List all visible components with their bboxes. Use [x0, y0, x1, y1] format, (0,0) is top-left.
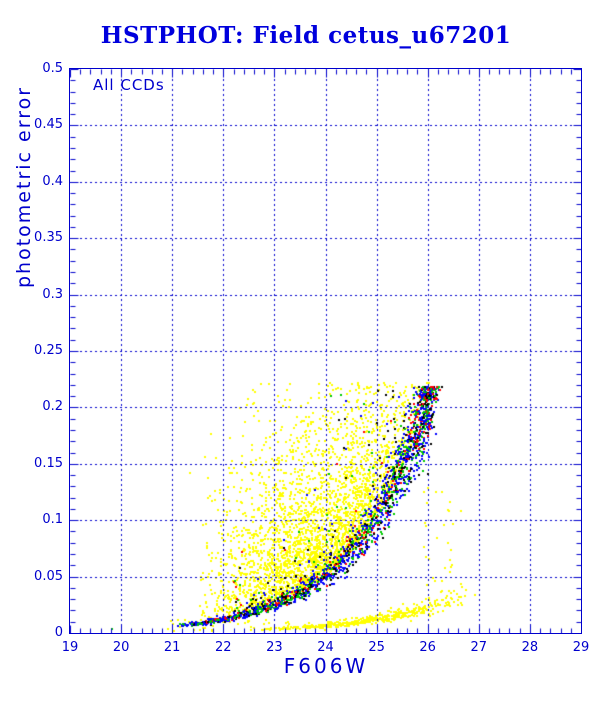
plot-frame	[69, 68, 582, 634]
x-tick-label: 21	[163, 640, 181, 655]
y-tick-label: 0.25	[34, 343, 63, 358]
y-tick-label: 0.2	[42, 399, 63, 415]
y-tick-label: 0.5	[42, 61, 63, 76]
x-tick-label: 29	[572, 640, 590, 655]
x-tick-label: 26	[419, 640, 436, 655]
y-tick-label: 0.45	[34, 117, 63, 133]
y-tick-label: 0.15	[34, 455, 63, 471]
x-tick-label: 25	[368, 640, 385, 655]
x-tick-label: 22	[215, 640, 232, 655]
x-tick-label: 27	[470, 640, 488, 655]
y-tick-label: 0.35	[34, 230, 63, 246]
y-tick-label: 0	[54, 625, 63, 640]
x-tick-label: 24	[317, 640, 334, 655]
x-tick-label: 28	[521, 640, 539, 655]
y-tick-label: 0.3	[42, 286, 63, 302]
x-tick-label: 20	[112, 640, 130, 655]
ccd-annotation: All CCDs	[92, 75, 165, 94]
y-tick-label: 0.05	[34, 568, 63, 584]
y-tick-label: 0.1	[42, 512, 63, 528]
x-tick-label: 23	[266, 640, 283, 655]
scatter-plot-canvas	[70, 69, 581, 633]
chart-title: HSTPHOT: Field cetus_u67201	[100, 22, 512, 49]
x-axis-label: F606W	[283, 654, 369, 678]
y-tick-label: 0.4	[42, 173, 63, 189]
x-tick-label: 19	[61, 640, 79, 655]
